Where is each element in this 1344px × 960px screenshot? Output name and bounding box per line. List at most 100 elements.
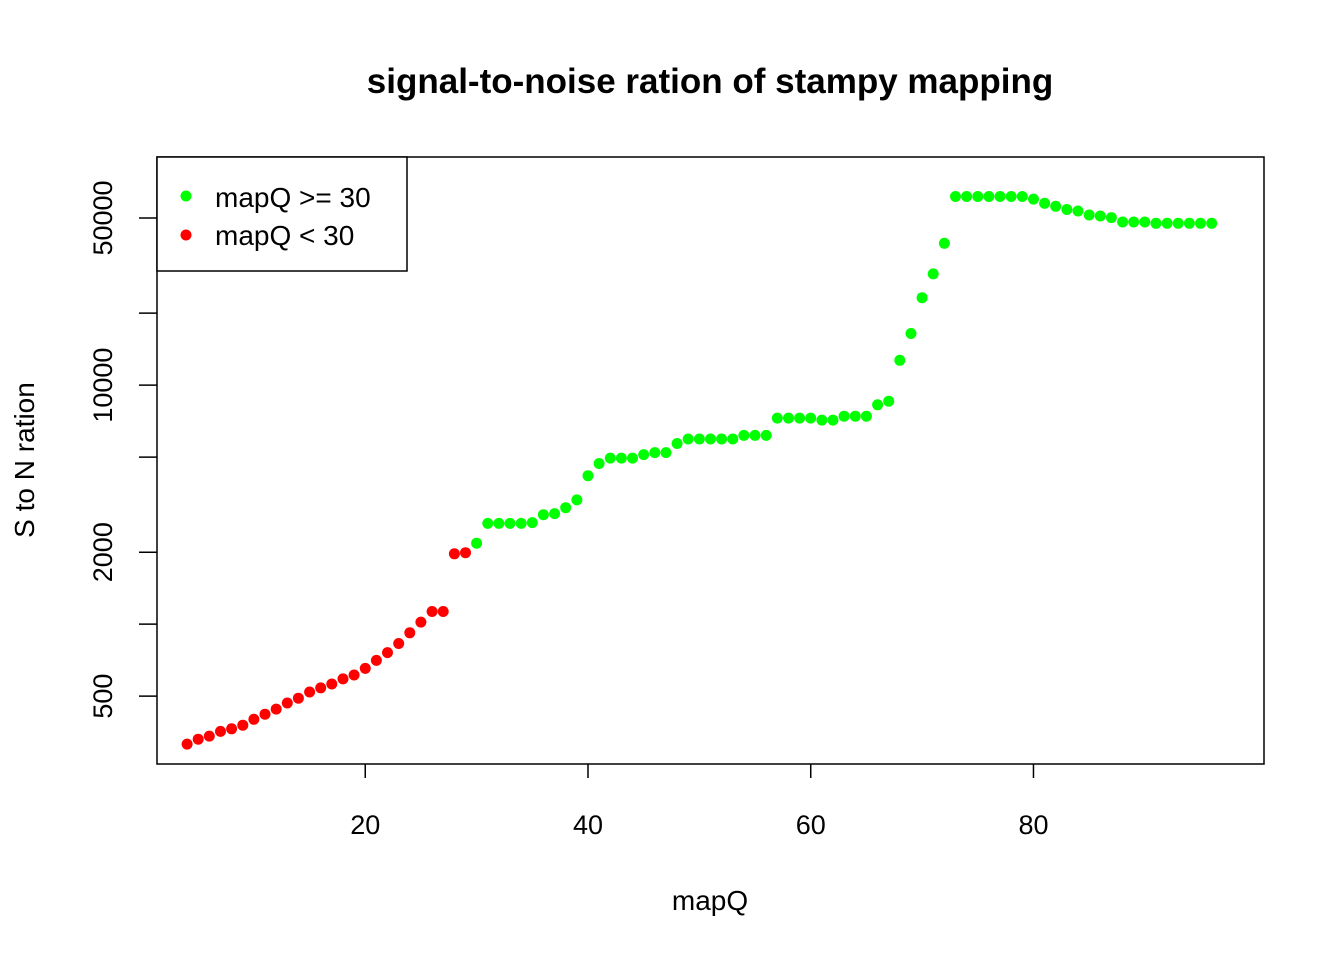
x-tick-label: 60 [796, 810, 826, 840]
data-point [749, 429, 761, 441]
data-point [593, 458, 605, 469]
data-point [1039, 197, 1051, 209]
data-point [1094, 210, 1106, 222]
legend-label-low: mapQ < 30 [215, 220, 354, 251]
data-point [560, 502, 572, 514]
x-axis: 20 40 60 80 [350, 764, 1048, 840]
data-point [1005, 191, 1017, 202]
y-tick-label: 10000 [88, 348, 118, 423]
x-tick-label: 80 [1018, 810, 1048, 840]
legend-box [156, 156, 408, 272]
data-point [816, 414, 828, 426]
data-point [938, 237, 950, 249]
data-point [448, 548, 460, 560]
legend-marker-low [180, 229, 192, 241]
data-point [1105, 212, 1117, 224]
data-point [404, 627, 416, 639]
data-point [771, 412, 783, 424]
data-point [1128, 216, 1140, 228]
legend-marker-high [180, 190, 192, 202]
data-point [827, 414, 839, 426]
data-point [838, 410, 850, 422]
data-point [215, 725, 226, 737]
data-point [883, 395, 895, 407]
data-point [549, 508, 561, 520]
data-point [337, 673, 349, 685]
data-point [1150, 217, 1162, 229]
data-point [226, 723, 238, 735]
data-point [1183, 217, 1195, 229]
data-point [237, 719, 249, 731]
data-point [1117, 216, 1129, 228]
data-point [894, 354, 906, 366]
y-tick-label: 500 [88, 674, 118, 719]
data-point [1072, 205, 1084, 217]
data-point [415, 616, 427, 628]
legend-label-high: mapQ >= 30 [215, 182, 371, 213]
data-point [504, 517, 516, 529]
data-point [1195, 217, 1206, 229]
x-tick-label: 20 [350, 810, 380, 840]
data-point [649, 447, 661, 459]
legend: mapQ >= 30 mapQ < 30 [156, 156, 408, 272]
y-tick-label: 50000 [88, 180, 118, 255]
data-point [738, 429, 750, 441]
data-point [326, 678, 338, 690]
data-point [181, 738, 193, 750]
data-point [1139, 216, 1151, 228]
data-point [270, 703, 282, 715]
data-point [203, 730, 215, 742]
data-point [872, 399, 884, 411]
data-point [693, 433, 705, 445]
data-point [1206, 217, 1218, 229]
data-point [950, 191, 961, 202]
data-point [705, 433, 716, 445]
data-point [1061, 204, 1073, 215]
data-point [604, 452, 616, 464]
data-point [382, 647, 393, 659]
data-point [281, 697, 293, 709]
y-tick-label: 2000 [88, 522, 118, 582]
data-point [437, 606, 449, 617]
data-point [994, 191, 1006, 202]
data-point [1083, 209, 1095, 221]
chart-title: signal-to-noise ration of stampy mapping [367, 62, 1053, 101]
data-point [348, 669, 360, 681]
data-point [805, 412, 817, 424]
data-point [537, 509, 549, 521]
data-point [905, 328, 917, 339]
data-point [471, 537, 483, 549]
y-axis-label: S to N ration [9, 382, 40, 538]
data-point [638, 449, 650, 461]
data-point [1050, 200, 1062, 212]
data-point [783, 412, 794, 424]
data-point [794, 412, 806, 424]
data-point [370, 654, 382, 666]
data-point [849, 410, 861, 422]
data-point [727, 433, 739, 445]
data-point [393, 638, 405, 649]
data-point [1016, 191, 1028, 202]
data-point [315, 682, 327, 694]
x-axis-label: mapQ [672, 885, 748, 916]
data-point [493, 517, 505, 529]
data-point [716, 433, 728, 445]
data-point [571, 494, 583, 506]
data-point [192, 733, 204, 745]
data-point [916, 292, 928, 304]
data-point [515, 517, 527, 529]
data-point [304, 686, 316, 698]
data-point [1161, 217, 1173, 229]
data-point [983, 191, 995, 202]
data-point [526, 517, 538, 529]
data-point [582, 470, 594, 482]
x-tick-label: 40 [573, 810, 603, 840]
y-axis: 500 2000 10000 50000 [88, 180, 157, 719]
data-point [292, 692, 304, 704]
plot-frame [156, 156, 1265, 765]
data-point [860, 410, 872, 422]
data-point [1028, 193, 1039, 205]
data-point [615, 452, 627, 464]
data-point [927, 268, 939, 280]
data-point [359, 662, 371, 674]
